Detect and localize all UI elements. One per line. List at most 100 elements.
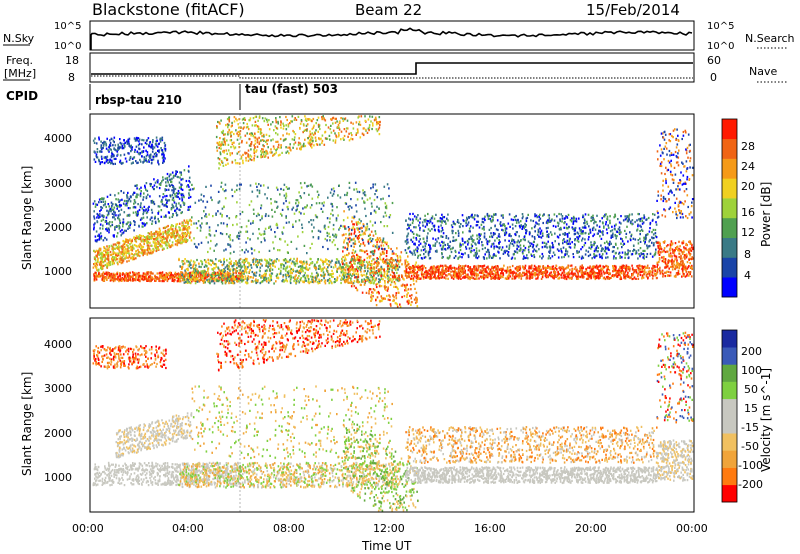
scatter-cell: [459, 271, 461, 274]
scatter-cell: [262, 150, 264, 154]
scatter-cell: [162, 161, 164, 164]
scatter-cell: [414, 287, 416, 290]
scatter-cell: [244, 281, 247, 284]
scatter-cell: [119, 219, 121, 222]
scatter-cell: [210, 280, 213, 283]
scatter-cell: [248, 138, 251, 141]
scatter-cell: [328, 232, 330, 235]
scatter-cell: [303, 181, 306, 185]
scatter-cell: [93, 210, 95, 213]
scatter-cell: [371, 205, 373, 208]
scatter-cell: [311, 262, 314, 265]
scatter-cell: [270, 148, 272, 151]
scatter-cell: [238, 131, 240, 134]
scatter-cell: [321, 134, 324, 137]
scatter-cell: [333, 235, 335, 238]
scatter-cell: [228, 217, 231, 220]
scatter-cell: [321, 116, 323, 119]
scatter-cell: [270, 278, 273, 282]
scatter-cell: [384, 280, 386, 283]
scatter-cell: [346, 242, 348, 245]
scatter-cell: [264, 155, 267, 158]
scatter-cell: [278, 267, 280, 270]
scatter-cell: [122, 202, 125, 205]
scatter-cell: [139, 204, 142, 207]
scatter-cell: [114, 274, 117, 277]
scatter-cell: [172, 206, 175, 209]
scatter-cell: [120, 252, 122, 255]
scatter-cell: [108, 264, 110, 267]
scatter-cell: [171, 206, 174, 209]
scatter-cell: [100, 208, 102, 211]
scatter-cell: [372, 288, 375, 291]
scatter-cell: [338, 184, 340, 187]
scatter-cell: [150, 279, 152, 283]
scatter-cell: [163, 276, 165, 279]
scatter-cell: [287, 273, 290, 277]
scatter-cell: [267, 156, 269, 159]
scatter-cell: [320, 137, 322, 140]
scatter-cell: [97, 269, 99, 272]
scatter-cell: [566, 275, 569, 278]
scatter-cell: [344, 254, 346, 257]
scatter-cell: [373, 119, 376, 122]
scatter-cell: [108, 274, 111, 277]
noise-right-label: N.Search: [745, 32, 795, 45]
scatter-cell: [223, 205, 225, 208]
scatter-cell: [216, 279, 218, 282]
scatter-cell: [331, 259, 333, 262]
scatter-cell: [353, 268, 356, 271]
scatter-cell: [145, 240, 148, 243]
scatter-cell: [318, 137, 320, 140]
scatter-cell: [274, 152, 276, 156]
scatter-cell: [354, 259, 356, 262]
scatter-cell: [194, 273, 196, 276]
scatter-cell: [247, 219, 250, 222]
scatter-cell: [293, 261, 295, 264]
scatter-cell: [137, 203, 139, 206]
scatter-cell: [235, 216, 237, 219]
scatter-cell: [322, 271, 325, 274]
scatter-cell: [353, 285, 356, 288]
scatter-cell: [249, 117, 252, 120]
scatter-cell: [396, 277, 399, 280]
scatter-cell: [228, 273, 230, 276]
scatter-cell: [296, 262, 299, 265]
scatter-cell: [353, 223, 356, 226]
scatter-cell: [96, 269, 98, 272]
scatter-cell: [232, 271, 235, 275]
scatter-cell: [109, 141, 112, 145]
scatter-cell: [307, 141, 310, 144]
scatter-cell: [387, 269, 389, 272]
scatter-cell: [243, 259, 246, 262]
scatter-cell: [277, 120, 279, 123]
scatter-cell: [158, 142, 160, 145]
scatter-cell: [168, 271, 170, 275]
scatter-cell: [103, 162, 106, 165]
scatter-cell: [379, 237, 381, 240]
scatter-cell: [220, 147, 222, 150]
scatter-cell: [181, 267, 183, 270]
scatter-cell: [309, 262, 312, 265]
scatter-cell: [227, 272, 229, 275]
scatter-cell: [298, 271, 300, 274]
scatter-cell: [133, 271, 136, 275]
scatter-cell: [275, 121, 278, 124]
scatter-cell: [379, 258, 382, 261]
scatter-cell: [238, 234, 241, 237]
scatter-cell: [349, 279, 352, 282]
scatter-cell: [328, 282, 330, 285]
scatter-cell: [289, 259, 291, 262]
scatter-cell: [303, 274, 306, 277]
scatter-cell: [563, 271, 566, 274]
scatter-cell: [168, 183, 171, 186]
scatter-cell: [282, 122, 284, 125]
scatter-cell: [150, 272, 153, 275]
scatter-cell: [323, 273, 325, 276]
scatter-cell: [601, 274, 603, 277]
scatter-cell: [275, 119, 277, 122]
scatter-cell: [104, 200, 107, 203]
scatter-cell: [375, 266, 378, 269]
scatter-cell: [185, 179, 188, 183]
scatter-cell: [179, 236, 182, 239]
